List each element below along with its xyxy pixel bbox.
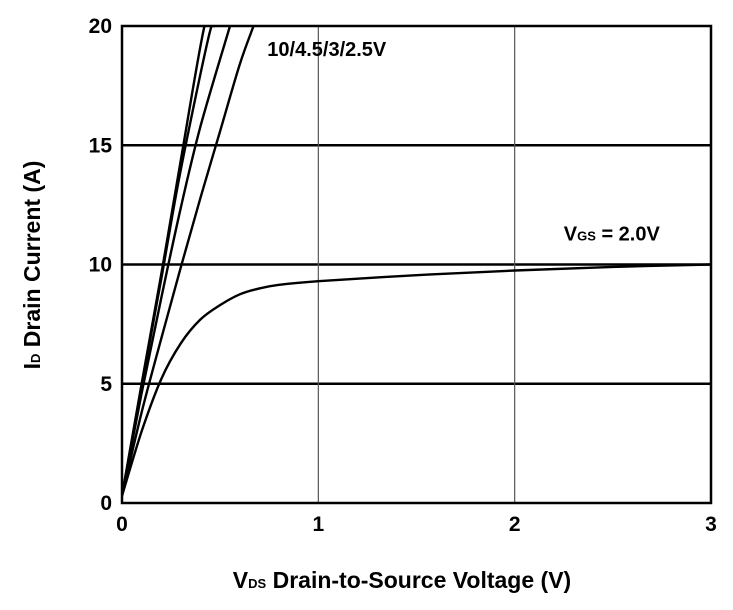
annotation-vgs-group: 10/4.5/3/2.5V (267, 39, 387, 61)
series-line-vgs-3 (122, 26, 232, 497)
x-tick-label: 2 (509, 513, 521, 536)
series-line-vgs-2_5 (122, 26, 255, 497)
x-axis-title-main: V (233, 567, 249, 593)
x-tick-label: 0 (116, 513, 128, 536)
y-axis-title-sub: D (28, 354, 43, 363)
x-axis-title-sub: DS (248, 576, 266, 591)
x-axis-title: VDS Drain-to-Source Voltage (V) (233, 567, 571, 593)
annotation-vgs-sub: GS (577, 229, 596, 244)
grid (122, 26, 711, 503)
plot-frame (120, 24, 713, 505)
y-axis-title-main: I (19, 363, 45, 369)
x-tick-label: 3 (705, 513, 717, 536)
series-line-vgs-2 (122, 263, 711, 497)
y-tick-label: 20 (89, 15, 112, 38)
annotation-vgs-main: V (564, 224, 578, 246)
y-tick-label: 5 (100, 373, 112, 396)
x-tick-label: 1 (312, 513, 324, 536)
annotation-vgs-rest: = 2.0V (596, 224, 661, 246)
annotation-vgs-2v: VGS = 2.0V (564, 224, 661, 246)
tick-labels: 0 5 10 15 20 0 1 2 3 (89, 15, 717, 536)
y-axis-title-rest: Drain Current (A) (19, 161, 45, 354)
y-tick-label: 0 (100, 492, 112, 515)
series-group (122, 26, 711, 497)
y-tick-label: 10 (89, 254, 112, 277)
y-tick-label: 15 (89, 134, 113, 157)
y-axis-title: ID Drain Current (A) (19, 161, 45, 370)
x-axis-title-rest: Drain-to-Source Voltage (V) (266, 567, 571, 593)
